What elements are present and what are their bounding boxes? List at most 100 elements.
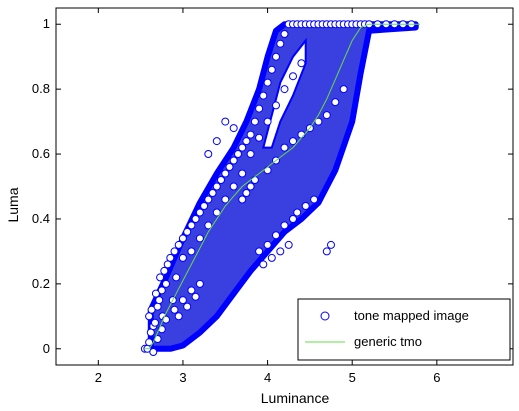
scatter-point bbox=[145, 312, 154, 321]
scatter-point bbox=[238, 195, 247, 204]
generic-tmo-line bbox=[144, 23, 420, 350]
scatter-point bbox=[178, 253, 187, 262]
y-tick-label: 0 bbox=[43, 341, 50, 356]
scatter-point bbox=[339, 85, 348, 94]
scatter-point bbox=[147, 305, 156, 314]
scatter-point bbox=[157, 286, 166, 295]
y-tick-label: 0.6 bbox=[32, 146, 50, 161]
legend: tone mapped image generic tmo bbox=[297, 298, 511, 361]
scatter-point bbox=[280, 221, 289, 230]
legend-label-generic-tmo: generic tmo bbox=[354, 334, 422, 349]
axes: 2 3 4 5 6 0 0.2 0.4 0.6 0.8 1 bbox=[32, 8, 513, 385]
scatter-point bbox=[250, 176, 259, 184]
scatter-point bbox=[229, 156, 238, 165]
legend-label-tone-mapped-image: tone mapped image bbox=[354, 308, 469, 323]
scatter-point bbox=[221, 117, 230, 126]
scatter-point bbox=[314, 117, 323, 126]
scatter-point bbox=[272, 52, 280, 61]
scatter-point bbox=[255, 133, 264, 142]
scatter-gap bbox=[262, 37, 307, 149]
y-tick-label: 0.8 bbox=[32, 81, 50, 96]
y-tick-label: 1 bbox=[43, 16, 50, 31]
x-tick-label: 6 bbox=[433, 370, 440, 385]
scatter-point bbox=[204, 150, 213, 158]
legend-marker-tone-mapped-image bbox=[320, 311, 330, 321]
scatter-point bbox=[162, 279, 170, 288]
scatter-point bbox=[242, 189, 251, 197]
tmo-curve-layer bbox=[144, 23, 420, 350]
scatter-point bbox=[267, 253, 276, 262]
scatter-point bbox=[259, 260, 268, 269]
scatter-point bbox=[255, 104, 264, 113]
x-tick-label: 2 bbox=[95, 370, 102, 385]
scatter-point bbox=[178, 296, 187, 305]
scatter-density-band bbox=[147, 21, 419, 352]
scatter-point bbox=[172, 273, 181, 282]
scatter-point bbox=[174, 312, 183, 321]
scatter-point bbox=[280, 143, 289, 152]
scatter-point bbox=[156, 273, 165, 282]
x-tick-label: 5 bbox=[349, 370, 356, 385]
scatter-point bbox=[187, 247, 196, 256]
y-tick-label: 0.2 bbox=[32, 276, 50, 291]
scatter-point bbox=[187, 286, 196, 295]
x-tick-label: 3 bbox=[179, 370, 186, 385]
legend-box bbox=[297, 298, 511, 361]
scatter-point bbox=[191, 215, 200, 223]
scatter-point bbox=[195, 208, 204, 217]
scatter-point bbox=[221, 195, 230, 204]
scatter-point bbox=[151, 318, 159, 327]
x-tick-label: 4 bbox=[264, 370, 271, 385]
scatter-point bbox=[238, 169, 247, 178]
scatter-point bbox=[280, 85, 289, 94]
scatter-point bbox=[246, 182, 255, 191]
scatter-point bbox=[155, 296, 164, 305]
scatter-point bbox=[263, 240, 272, 249]
scatter-point bbox=[212, 208, 221, 217]
scatter-point bbox=[183, 302, 192, 311]
scatter-point bbox=[191, 292, 200, 301]
scatter-point bbox=[327, 240, 335, 249]
scatter-point bbox=[284, 240, 293, 249]
scatter-point bbox=[280, 30, 289, 38]
scatter-point bbox=[170, 305, 179, 314]
scatter-points bbox=[140, 20, 416, 356]
scatter-point bbox=[187, 221, 196, 230]
scatter-point bbox=[160, 266, 169, 275]
scatter-point bbox=[293, 208, 302, 217]
scatter-point bbox=[145, 338, 154, 347]
scatter-point bbox=[221, 169, 230, 178]
scatter-point bbox=[246, 130, 255, 139]
scatter-point bbox=[250, 117, 259, 126]
scatter-point bbox=[163, 260, 172, 269]
scatter-point bbox=[212, 182, 221, 191]
scatter-point bbox=[289, 137, 297, 146]
scatter-point bbox=[322, 111, 331, 120]
scatter-point bbox=[322, 247, 331, 256]
scatter-point bbox=[289, 215, 297, 223]
scatter-point bbox=[178, 234, 187, 243]
scatter-point bbox=[272, 101, 280, 110]
scatter-point bbox=[153, 302, 162, 311]
scatter-point bbox=[259, 91, 268, 100]
scatter-point bbox=[204, 221, 213, 230]
y-axis-label: Luma bbox=[5, 187, 21, 222]
scatter-point bbox=[289, 72, 297, 81]
scatter-point bbox=[263, 166, 272, 175]
scatter-point bbox=[204, 195, 213, 204]
x-axis-label: Luminance bbox=[261, 390, 330, 406]
scatter-point bbox=[263, 78, 272, 87]
scatter-point bbox=[267, 65, 276, 74]
scatter-point bbox=[234, 150, 242, 158]
scatter-point bbox=[217, 176, 225, 184]
scatter-point bbox=[212, 137, 221, 146]
scatter-point bbox=[170, 247, 179, 256]
scatter-point bbox=[310, 195, 319, 204]
scatter-point bbox=[297, 59, 306, 68]
scatter-point bbox=[238, 143, 247, 152]
scatter-point bbox=[225, 163, 234, 171]
scatter-point bbox=[166, 253, 175, 262]
scatter-point bbox=[301, 202, 310, 210]
scatter-point bbox=[200, 202, 209, 210]
scatter-point bbox=[242, 137, 251, 146]
